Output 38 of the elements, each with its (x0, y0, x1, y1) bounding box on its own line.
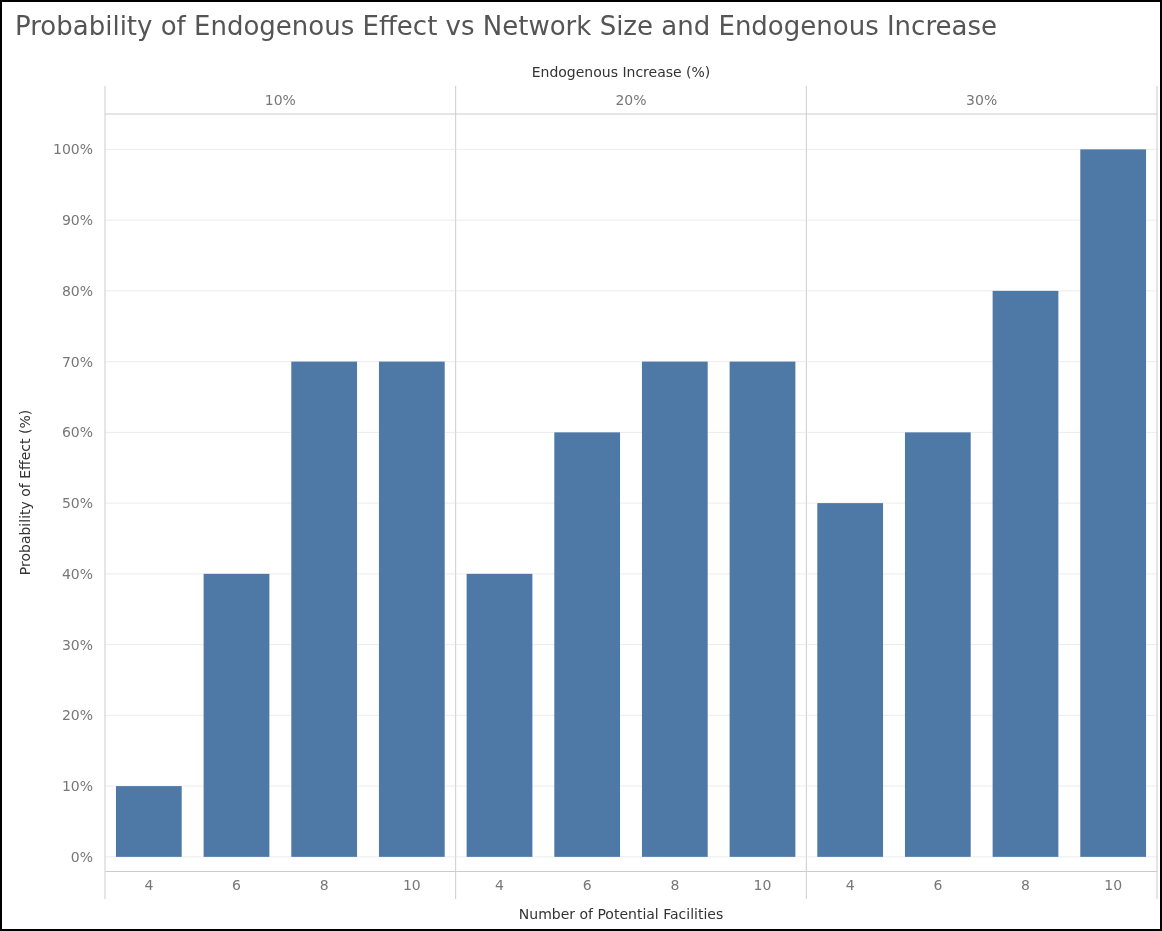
bar (291, 361, 358, 857)
y-tick-label: 20% (61, 707, 93, 724)
bar (817, 503, 884, 857)
bar (1080, 149, 1147, 857)
chart-subtitle: 20% (615, 92, 647, 108)
text: Endogenous Increase (%) (531, 64, 711, 80)
y-tick-label: 80% (61, 282, 93, 299)
y-tick-label: 40% (61, 565, 93, 582)
x-axis-title: Number of Potential Facilities (518, 906, 724, 922)
chart-title: Probability of Endogenous Effect vs Network Size and Endogenous Increase (15, 11, 997, 41)
bar (203, 573, 270, 857)
y-tick-label: 90% (61, 212, 93, 229)
x-tick-label: 10 (1104, 876, 1123, 893)
y-axis-title: Probability of Effect (%) (17, 409, 33, 576)
x-tick-label: 4 (845, 876, 855, 893)
y-tick-label: 0% (70, 848, 93, 865)
y-tick-label: 30% (61, 636, 93, 653)
bar (992, 290, 1059, 857)
chart-subtitle: 30% (966, 92, 998, 108)
x-tick-label: 6 (933, 876, 943, 893)
x-tick-label: 6 (582, 876, 592, 893)
bar (904, 432, 971, 857)
x-tick-label: 4 (144, 876, 154, 893)
y-tick-label: 70% (61, 353, 93, 370)
x-tick-label: 10 (402, 876, 421, 893)
y-tick-label: 60% (61, 424, 93, 441)
chart-subtitle: 10% (264, 92, 296, 108)
bar (115, 786, 182, 857)
x-tick-label: 4 (495, 876, 505, 893)
x-tick-label: 8 (670, 876, 680, 893)
x-tick-label: 8 (319, 876, 329, 893)
bar (378, 361, 445, 857)
x-tick-label: 6 (232, 876, 242, 893)
y-tick-label: 10% (61, 778, 93, 795)
x-tick-label: 8 (1021, 876, 1030, 893)
y-tick-label: 50% (61, 495, 93, 512)
x-tick-label: 10 (753, 876, 772, 893)
y-tick-label: 100% (52, 141, 93, 158)
